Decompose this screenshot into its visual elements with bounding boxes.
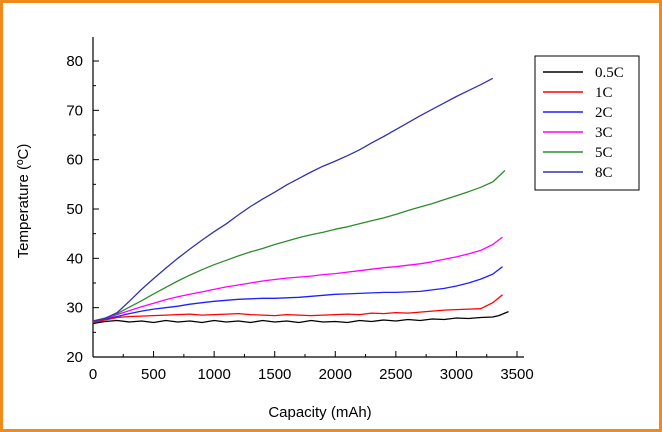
series-line-2c (92, 266, 503, 323)
series-line-8c (92, 77, 494, 322)
y-tick-label: 50 (66, 201, 83, 218)
x-tick-label: 2000 (319, 366, 352, 383)
y-tick-label: 80 (66, 53, 83, 70)
x-tick-label: 2500 (379, 366, 412, 383)
legend-label: 2C (595, 105, 613, 121)
legend-label: 1C (595, 85, 613, 101)
y-axis-title: Temperature (ºC) (15, 144, 32, 259)
series-line-1c (92, 294, 503, 324)
legend-label: 8C (595, 165, 613, 181)
legend-box (534, 55, 640, 191)
series-lines (92, 77, 509, 325)
x-tick-label: 0 (89, 366, 97, 383)
y-tick-label: 70 (66, 102, 83, 119)
legend-label: 3C (595, 125, 613, 141)
y-tick-label: 40 (66, 250, 83, 267)
chart-legend: 0.5C 1C 2C 3C 5C 8C (534, 55, 640, 191)
series-line-3c (92, 236, 503, 323)
x-tick-label: 1500 (258, 366, 291, 383)
legend-label: 5C (595, 145, 613, 161)
x-tick-label: 500 (141, 366, 166, 383)
x-axis-title: Capacity (mAh) (268, 404, 371, 421)
chart-axes: 20 30 40 50 60 70 80 0 500 1000 1500 2000 2500 3000 35… (66, 37, 534, 383)
legend-label: 0.5C (595, 65, 624, 81)
y-tick-label: 20 (66, 349, 83, 366)
x-tick-label: 3000 (440, 366, 473, 383)
x-tick-label: 1000 (197, 366, 230, 383)
series-line-5c (92, 170, 506, 322)
y-tick-label: 60 (66, 152, 83, 169)
y-tick-label: 30 (66, 300, 83, 317)
series-line-0-5c (92, 310, 509, 325)
x-tick-label: 3500 (500, 366, 533, 383)
